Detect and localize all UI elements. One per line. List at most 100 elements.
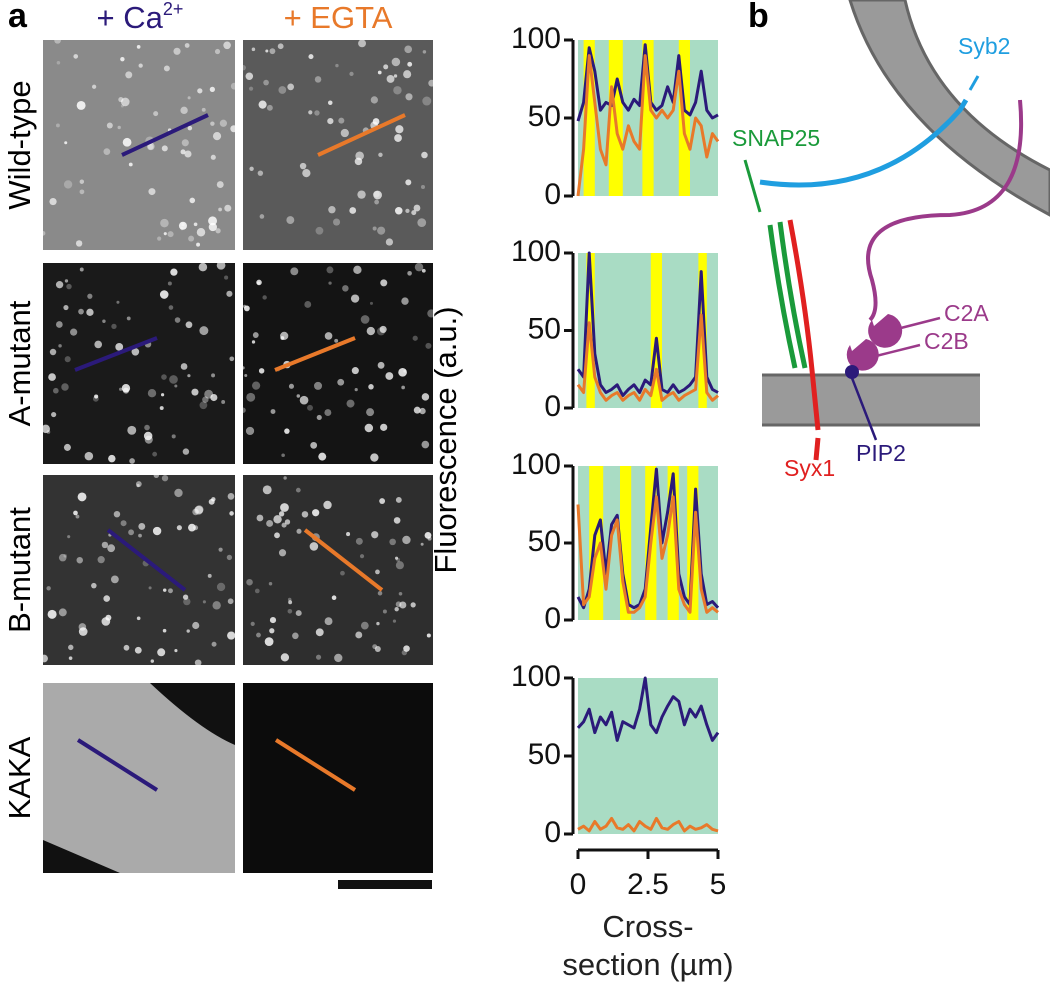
puncta (210, 121, 215, 126)
puncta (168, 305, 174, 310)
data-line (576, 676, 720, 742)
diagram-label: Syx1 (784, 455, 835, 481)
puncta (123, 644, 130, 651)
puncta (307, 404, 313, 411)
puncta (178, 221, 187, 230)
syb2 (759, 98, 969, 188)
puncta (324, 409, 332, 417)
y-tick-label: 100 (511, 660, 561, 693)
puncta (197, 88, 203, 94)
puncta (126, 316, 131, 321)
puncta (373, 190, 382, 200)
puncta (359, 554, 365, 559)
puncta (147, 144, 154, 150)
puncta (58, 553, 67, 562)
puncta (277, 43, 284, 50)
puncta (411, 210, 417, 216)
puncta (391, 57, 401, 67)
puncta (138, 63, 143, 68)
puncta (56, 60, 61, 65)
puncta (421, 151, 428, 159)
leader (892, 316, 941, 332)
data-line (576, 313, 719, 402)
puncta (315, 226, 324, 235)
highlight-band (642, 40, 654, 196)
puncta (426, 633, 431, 638)
puncta (338, 117, 345, 124)
puncta (75, 240, 83, 247)
puncta (413, 406, 421, 414)
puncta (138, 522, 146, 530)
puncta (55, 321, 63, 328)
micrograph (43, 475, 235, 665)
puncta (395, 125, 404, 134)
puncta (152, 451, 158, 457)
puncta (378, 152, 383, 158)
highlight-band (620, 466, 632, 620)
puncta (278, 86, 287, 94)
data-line (576, 495, 719, 614)
puncta (420, 184, 426, 189)
data-line (577, 816, 719, 833)
y-tick-label: 100 (511, 235, 561, 268)
puncta (334, 653, 343, 663)
puncta (117, 125, 121, 130)
data-line (576, 251, 719, 398)
puncta (315, 654, 322, 660)
puncta (63, 304, 69, 311)
puncta (147, 389, 157, 398)
dark-region (43, 683, 235, 873)
puncta (385, 238, 394, 246)
puncta (427, 309, 436, 318)
puncta (392, 619, 397, 623)
column-header-sup: 2+ (163, 0, 184, 19)
puncta (295, 610, 302, 617)
puncta (103, 595, 110, 602)
highlight-band (667, 466, 679, 620)
puncta (194, 505, 204, 515)
puncta (284, 428, 290, 434)
puncta (68, 644, 74, 651)
puncta (226, 554, 233, 561)
puncta (161, 145, 168, 152)
puncta (97, 556, 105, 564)
puncta (268, 581, 273, 586)
micrograph (243, 475, 433, 665)
puncta (244, 374, 248, 378)
puncta (183, 597, 191, 606)
puncta (315, 628, 324, 637)
puncta (316, 414, 322, 421)
puncta (49, 197, 57, 206)
puncta (78, 308, 84, 315)
puncta (299, 162, 307, 170)
syt1 (866, 99, 1024, 322)
puncta (372, 118, 380, 125)
puncta (309, 542, 319, 551)
puncta (349, 207, 357, 214)
puncta (346, 399, 355, 408)
puncta (304, 301, 312, 308)
puncta (182, 594, 189, 600)
y-tick-label: 0 (544, 816, 561, 849)
puncta (257, 170, 264, 176)
puncta (266, 519, 274, 527)
x-axis-label: Cross-section (µm) (562, 909, 734, 982)
puncta (75, 514, 80, 519)
puncta (68, 656, 73, 660)
puncta (79, 267, 84, 272)
puncta (157, 236, 162, 241)
puncta (395, 556, 399, 560)
puncta (116, 300, 120, 304)
puncta (216, 181, 224, 189)
puncta (251, 381, 261, 390)
puncta (221, 400, 226, 404)
puncta (148, 586, 152, 590)
puncta (350, 294, 360, 303)
puncta (229, 356, 235, 362)
puncta (385, 372, 394, 380)
puncta (170, 268, 178, 276)
y-tick-label: 0 (544, 390, 561, 423)
y-axis-label: Fluorescence (a.u.) (428, 306, 463, 573)
puncta (120, 520, 127, 527)
puncta (201, 107, 206, 112)
